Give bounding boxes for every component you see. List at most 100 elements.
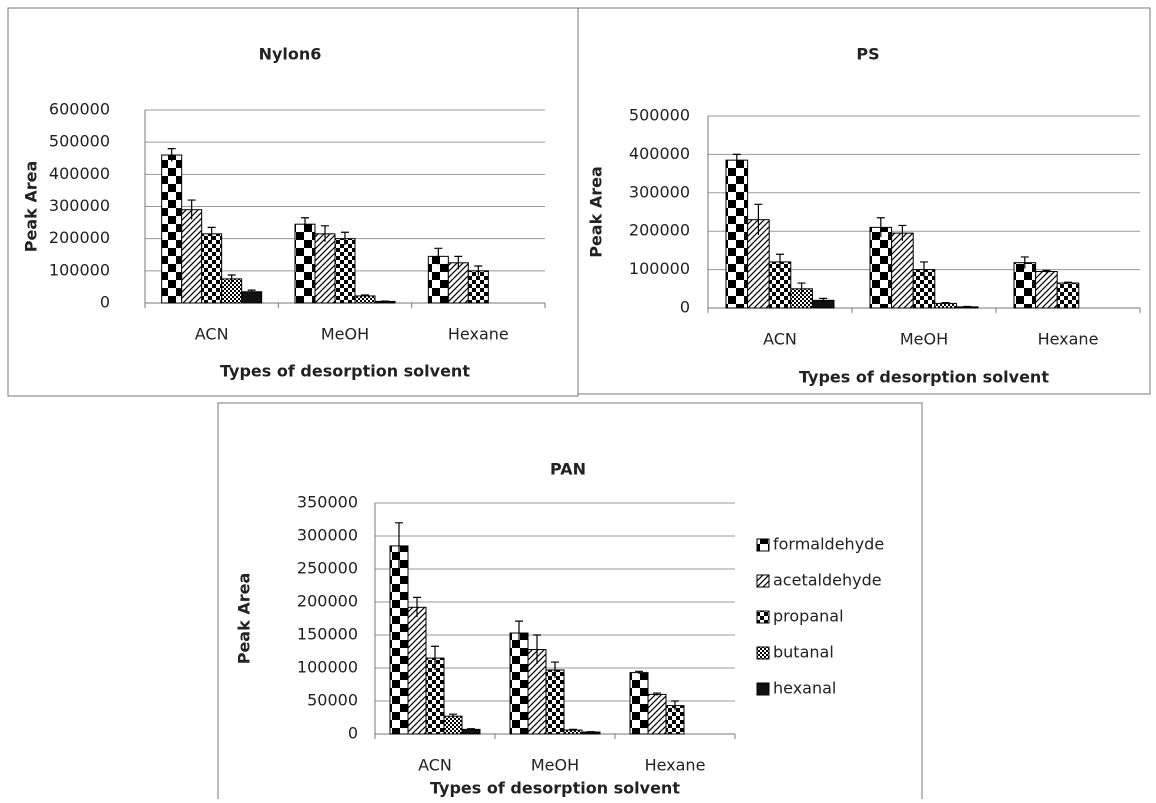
error-bar (167, 148, 176, 162)
error-bar (898, 224, 907, 241)
y-tick-label: 400000 (629, 144, 690, 163)
error-bar (920, 261, 928, 278)
error-bar (227, 274, 236, 283)
error-bar (431, 645, 439, 670)
y-tick-label: 200000 (297, 592, 358, 611)
bar (629, 672, 649, 735)
legend-swatch (756, 610, 770, 624)
bar (545, 669, 565, 735)
error-bar (187, 199, 196, 220)
x-tick-label: ACN (418, 756, 452, 775)
error-bar (1042, 269, 1051, 273)
bar (1035, 271, 1058, 309)
bar (509, 632, 529, 735)
error-bar (515, 620, 523, 645)
error-bar (1020, 256, 1029, 269)
axis-title: Types of desorption solvent (430, 779, 680, 798)
error-bar (732, 153, 741, 166)
bar (1013, 262, 1037, 309)
error-bar (876, 217, 885, 237)
bar (467, 270, 489, 304)
legend-label: butanal (773, 643, 834, 662)
y-tick-label: 100000 (49, 260, 110, 279)
panel-frame (577, 7, 1151, 395)
bar (161, 154, 183, 304)
error-bar (754, 203, 763, 236)
error-bar (941, 302, 950, 305)
error-bar (671, 700, 679, 711)
axis-title: Peak Area (235, 573, 254, 665)
error-bar (467, 728, 475, 731)
legend-swatch (756, 646, 770, 660)
y-tick-label: 300000 (49, 196, 110, 215)
y-tick-label: 200000 (49, 228, 110, 247)
error-bar (819, 297, 828, 303)
error-bar (413, 596, 421, 618)
legend-label: propanal (773, 607, 844, 626)
error-bar (301, 217, 309, 231)
y-tick-label: 0 (680, 298, 690, 317)
axis-title: Peak Area (22, 161, 41, 253)
y-tick-label: 400000 (49, 164, 110, 183)
error-bar (551, 661, 559, 678)
error-bar (963, 305, 972, 308)
y-tick-label: 600000 (49, 100, 110, 119)
axis-title: Types of desorption solvent (220, 362, 470, 381)
axis-title: Peak Area (587, 166, 606, 258)
bar (1056, 282, 1080, 309)
bar (443, 715, 463, 735)
error-bar (797, 282, 806, 295)
legend-label: hexanal (773, 679, 836, 698)
error-bar (653, 692, 661, 696)
y-tick-label: 0 (348, 724, 358, 743)
y-tick-label: 250000 (297, 559, 358, 578)
y-tick-label: 50000 (307, 691, 358, 710)
error-bar (247, 289, 256, 294)
error-bar (454, 255, 463, 270)
legend-swatch (756, 682, 770, 696)
error-bar (474, 265, 483, 276)
error-bar (395, 522, 403, 569)
title: PS (856, 45, 879, 64)
bar (181, 209, 203, 304)
x-tick-label: ACN (763, 330, 797, 349)
error-bar (361, 294, 369, 297)
y-tick-label: 500000 (629, 106, 690, 125)
x-tick-label: MeOH (531, 756, 579, 775)
y-tick-label: 100000 (297, 658, 358, 677)
legend-swatch (756, 538, 770, 552)
legend-label: acetaldehyde (773, 571, 882, 590)
bar (294, 223, 316, 304)
bar (891, 232, 914, 309)
y-tick-label: 350000 (297, 493, 358, 512)
bar (241, 291, 263, 304)
error-bar (569, 728, 577, 731)
error-bar (587, 731, 595, 733)
x-tick-label: Hexane (1038, 330, 1099, 349)
y-tick-label: 150000 (297, 625, 358, 644)
panel-frame (217, 402, 923, 803)
bar (389, 545, 409, 735)
error-bar (776, 253, 784, 270)
bar (314, 233, 336, 304)
y-tick-label: 0 (100, 293, 110, 312)
x-tick-label: ACN (195, 325, 229, 344)
y-tick-label: 200000 (629, 221, 690, 240)
bar (725, 159, 749, 309)
x-tick-label: MeOH (321, 325, 369, 344)
y-tick-label: 100000 (629, 259, 690, 278)
bar (869, 226, 893, 309)
bar (354, 295, 376, 304)
error-bar (1064, 281, 1072, 284)
error-bar (207, 226, 216, 241)
error-bar (449, 713, 457, 719)
title: PAN (550, 460, 586, 479)
error-bar (434, 247, 443, 265)
bar (407, 606, 427, 735)
error-bar (321, 225, 329, 242)
error-bar (341, 231, 349, 246)
error-bar (635, 670, 643, 674)
x-tick-label: Hexane (645, 756, 706, 775)
x-tick-label: MeOH (900, 330, 948, 349)
